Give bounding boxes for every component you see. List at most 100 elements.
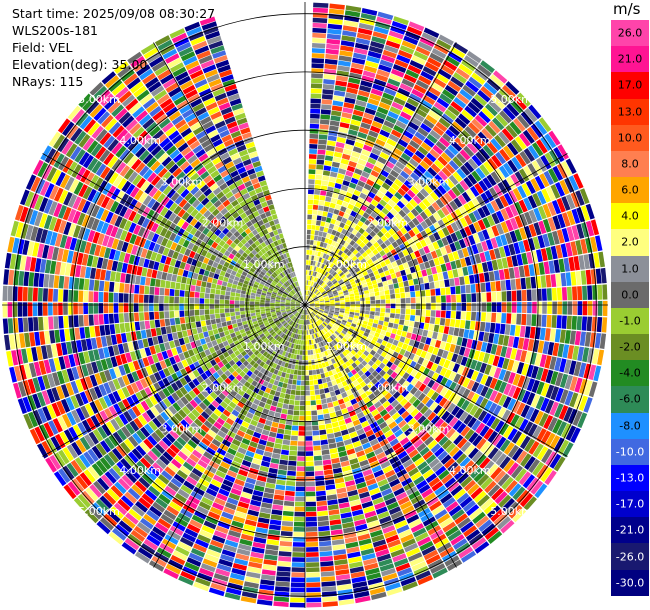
velocity-gate — [277, 370, 283, 377]
velocity-gate — [243, 258, 250, 265]
velocity-gate — [60, 384, 70, 398]
velocity-gate — [271, 400, 278, 407]
velocity-gate — [193, 486, 205, 496]
velocity-gate — [271, 266, 277, 272]
velocity-gate — [48, 274, 55, 288]
velocity-gate — [173, 95, 187, 106]
velocity-gate — [280, 308, 286, 310]
velocity-gate — [66, 341, 73, 355]
velocity-gate — [187, 439, 198, 449]
velocity-gate — [7, 236, 15, 253]
velocity-gate — [73, 497, 88, 512]
velocity-gate — [163, 509, 177, 521]
velocity-gate — [183, 383, 192, 393]
velocity-gate — [308, 260, 311, 265]
velocity-gate — [230, 219, 238, 227]
velocity-gate — [211, 283, 217, 289]
velocity-gate — [284, 323, 289, 328]
velocity-gate — [262, 564, 277, 571]
velocity-gate — [143, 239, 151, 250]
velocity-gate — [165, 433, 176, 444]
velocity-gate — [105, 357, 113, 369]
velocity-gate — [135, 501, 148, 513]
velocity-gate — [288, 293, 293, 297]
velocity-gate — [257, 371, 263, 378]
velocity-gate — [169, 178, 179, 188]
velocity-gate — [14, 204, 24, 221]
velocity-gate — [176, 99, 189, 110]
velocity-gate — [274, 391, 281, 397]
velocity-gate — [281, 295, 287, 299]
velocity-gate — [244, 248, 251, 255]
velocity-gate — [265, 302, 270, 305]
velocity-gate — [169, 356, 177, 365]
velocity-gate — [23, 413, 34, 430]
velocity-gate — [162, 247, 170, 256]
velocity-gate — [275, 308, 281, 312]
velocity-gate — [261, 268, 267, 274]
velocity-gate — [140, 378, 149, 389]
velocity-gate — [311, 73, 323, 79]
velocity-gate — [233, 230, 241, 238]
velocity-gate — [325, 150, 334, 157]
velocity-gate — [235, 553, 250, 561]
velocity-gate — [204, 336, 211, 343]
velocity-gate — [155, 133, 168, 145]
velocity-gate — [217, 520, 231, 530]
velocity-gate — [279, 546, 292, 552]
velocity-gate — [184, 561, 200, 572]
velocity-gate — [181, 211, 190, 221]
velocity-gate — [325, 48, 339, 55]
velocity-gate — [317, 236, 322, 242]
velocity-gate — [216, 263, 223, 270]
velocity-gate — [364, 293, 370, 298]
velocity-gate — [260, 263, 266, 269]
velocity-gate — [282, 356, 288, 362]
velocity-gate — [176, 157, 187, 167]
velocity-gate — [183, 429, 193, 439]
velocity-gate — [260, 579, 275, 586]
velocity-gate — [592, 301, 598, 316]
velocity-gate — [87, 157, 99, 171]
velocity-gate — [184, 248, 192, 257]
velocity-gate — [184, 113, 197, 123]
velocity-gate — [219, 331, 225, 338]
velocity-gate — [219, 294, 225, 300]
velocity-gate — [259, 367, 266, 374]
velocity-gate — [428, 323, 435, 332]
velocity-gate — [345, 308, 350, 312]
velocity-gate — [114, 203, 124, 215]
velocity-gate — [250, 419, 258, 427]
velocity-gate — [312, 209, 318, 215]
velocity-gate — [221, 266, 228, 272]
velocity-gate — [196, 260, 203, 268]
velocity-gate — [287, 409, 294, 415]
velocity-gate — [179, 175, 189, 185]
velocity-gate — [433, 324, 440, 333]
velocity-gate — [137, 226, 146, 237]
velocity-gate — [209, 391, 218, 400]
velocity-gate — [219, 308, 225, 314]
velocity-gate — [99, 132, 112, 146]
velocity-gate — [210, 266, 217, 273]
velocity-gate — [486, 302, 492, 312]
velocity-gate — [301, 370, 305, 376]
velocity-gate — [327, 28, 342, 35]
velocity-gate — [309, 128, 319, 134]
velocity-gate — [301, 314, 304, 320]
velocity-gate — [113, 250, 121, 261]
velocity-gate — [66, 250, 74, 264]
velocity-gate — [87, 122, 100, 136]
velocity-gate — [6, 350, 14, 367]
velocity-gate — [91, 125, 104, 139]
velocity-gate — [181, 230, 190, 239]
velocity-gate — [260, 297, 266, 300]
velocity-gate — [202, 558, 218, 568]
velocity-gate — [255, 299, 260, 302]
velocity-gate — [228, 278, 234, 284]
velocity-gate — [58, 289, 64, 302]
velocity-gate — [58, 302, 63, 316]
velocity-gate — [84, 241, 92, 254]
velocity-gate — [481, 312, 487, 322]
velocity-gate — [231, 284, 238, 289]
